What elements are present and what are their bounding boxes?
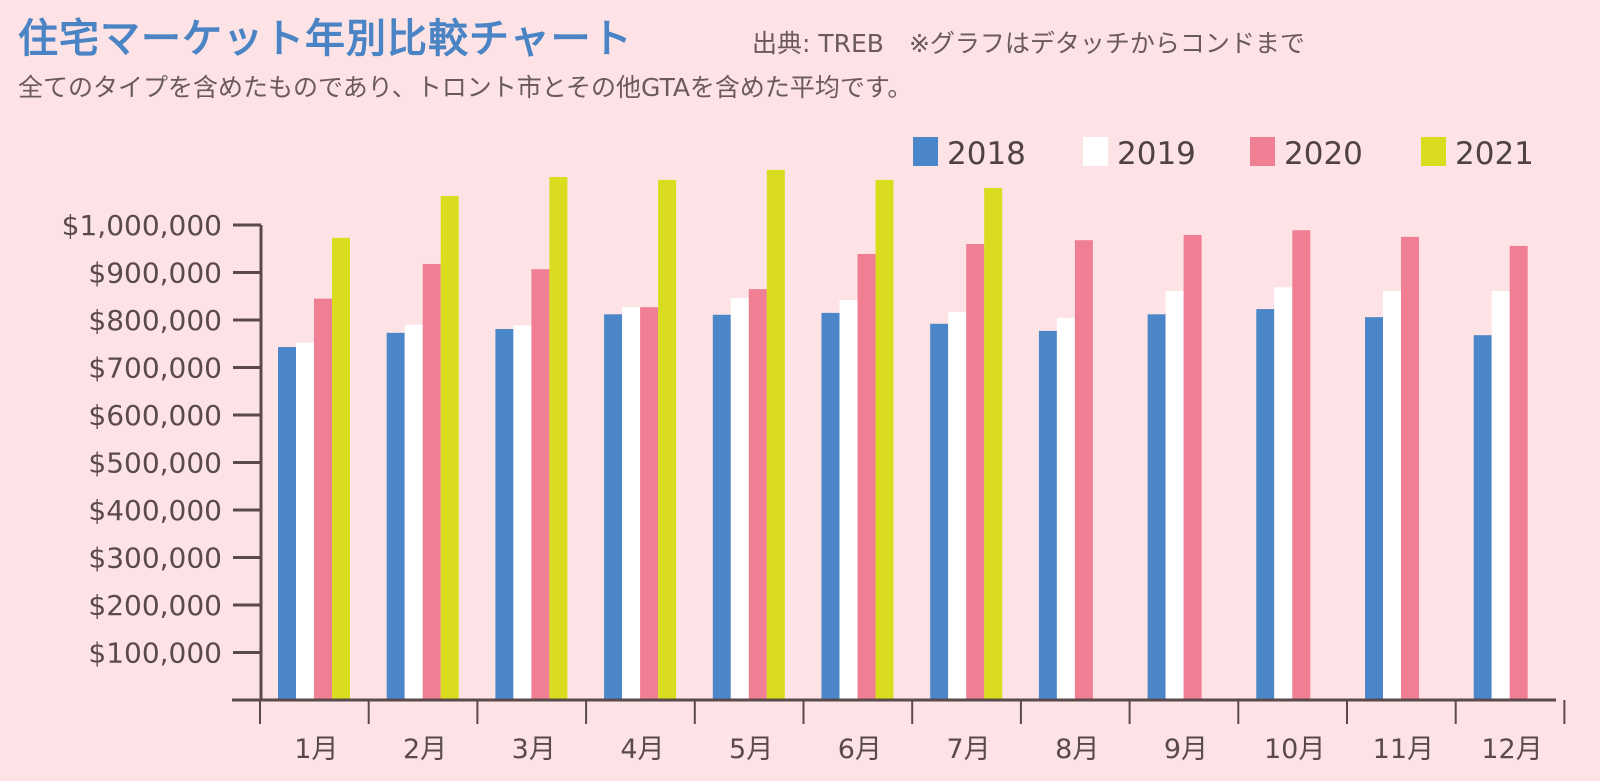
- y-tick-label: $300,000: [88, 542, 222, 575]
- bar-2021-6月: [875, 179, 894, 700]
- bar-2018-11月: [1365, 317, 1383, 700]
- chart-subtitle: 全てのタイプを含めたものであり、トロント市とその他GTAを含めた平均です。: [18, 73, 913, 102]
- bar-2020-3月: [531, 269, 550, 700]
- bar-2020-2月: [422, 263, 441, 700]
- bar-2020-8月: [1074, 240, 1093, 700]
- bar-2021-2月: [440, 196, 459, 700]
- legend-swatch-2019: [1083, 137, 1108, 166]
- bar-2020-11月: [1401, 236, 1419, 700]
- bar-2018-9月: [1147, 314, 1166, 700]
- bar-2021-4月: [658, 179, 677, 700]
- bar-2018-6月: [821, 312, 840, 700]
- x-tick-label: 5月: [729, 734, 773, 765]
- bar-2019-2月: [404, 324, 423, 700]
- legend-label-2021: 2021: [1455, 136, 1534, 172]
- bar-2020-4月: [640, 307, 659, 700]
- bar-2018-2月: [386, 332, 405, 700]
- y-tick-label: $100,000: [88, 637, 222, 670]
- y-tick-label: $800,000: [88, 304, 222, 337]
- bar-2019-1月: [296, 342, 314, 700]
- bar-2019-5月: [730, 298, 749, 700]
- bar-2018-5月: [712, 314, 731, 700]
- bar-2019-6月: [839, 300, 858, 700]
- x-tick-label: 10月: [1264, 734, 1325, 765]
- bar-2019-12月: [1491, 291, 1510, 700]
- bar-2018-12月: [1473, 335, 1492, 700]
- legend-label-2019: 2019: [1117, 136, 1196, 172]
- axes: $100,000 $200,000 $300,000 $400,000 $500,000…: [62, 209, 1566, 765]
- x-tick-label: 7月: [946, 734, 990, 765]
- bar-2020-10月: [1292, 230, 1311, 700]
- legend-swatch-2018: [913, 137, 938, 166]
- legend-label-2020: 2020: [1284, 136, 1363, 172]
- legend: 2018 2019 2020 2021: [913, 136, 1534, 172]
- bar-2020-7月: [966, 244, 985, 700]
- bar-2018-8月: [1038, 330, 1057, 700]
- bar-2018-3月: [495, 329, 514, 700]
- bar-2020-5月: [748, 289, 767, 700]
- bar-2020-12月: [1509, 245, 1528, 700]
- legend-swatch-2020: [1250, 137, 1275, 166]
- x-tick-label: 4月: [620, 734, 664, 765]
- bar-2019-3月: [513, 325, 532, 700]
- y-tick-label: $500,000: [88, 447, 222, 480]
- bar-2018-1月: [278, 347, 296, 700]
- bar-2019-11月: [1383, 291, 1401, 700]
- bar-2020-1月: [314, 298, 332, 700]
- bar-2019-4月: [622, 307, 641, 700]
- y-tick-label: $200,000: [88, 589, 222, 622]
- bar-2018-4月: [604, 314, 623, 700]
- bar-2020-6月: [857, 253, 876, 700]
- x-tick-label: 8月: [1055, 734, 1099, 765]
- bar-2019-9月: [1165, 291, 1184, 700]
- y-tick-label: $1,000,000: [62, 209, 222, 242]
- bar-2019-8月: [1056, 318, 1075, 700]
- bar-2021-3月: [549, 177, 568, 700]
- y-tick-label: $700,000: [88, 352, 222, 385]
- x-tick-label: 6月: [838, 734, 882, 765]
- x-tick-label: 12月: [1481, 734, 1542, 765]
- bar-2020-9月: [1183, 234, 1202, 700]
- bar-2021-7月: [984, 187, 1003, 700]
- bar-2021-1月: [332, 237, 350, 700]
- y-tick-label: $900,000: [88, 257, 222, 290]
- x-tick-label: 9月: [1164, 734, 1208, 765]
- bar-2018-7月: [930, 323, 949, 700]
- x-tick-label: 2月: [403, 734, 447, 765]
- x-tick-label: 1月: [294, 734, 338, 765]
- legend-swatch-2021: [1421, 137, 1446, 166]
- y-tick-label: $600,000: [88, 399, 222, 432]
- bar-2019-10月: [1274, 287, 1293, 700]
- x-tick-label: 3月: [512, 734, 556, 765]
- bars: [278, 169, 1528, 700]
- bar-2018-10月: [1256, 309, 1275, 700]
- source-note: 出典: TREB ※グラフはデタッチからコンドまで: [752, 29, 1305, 58]
- x-tick-label: 11月: [1373, 734, 1434, 765]
- bar-2019-7月: [948, 311, 967, 700]
- chart-title: 住宅マーケット年別比較チャート: [18, 16, 633, 62]
- bar-2021-5月: [766, 169, 785, 700]
- legend-label-2018: 2018: [947, 136, 1026, 172]
- y-tick-label: $400,000: [88, 494, 222, 527]
